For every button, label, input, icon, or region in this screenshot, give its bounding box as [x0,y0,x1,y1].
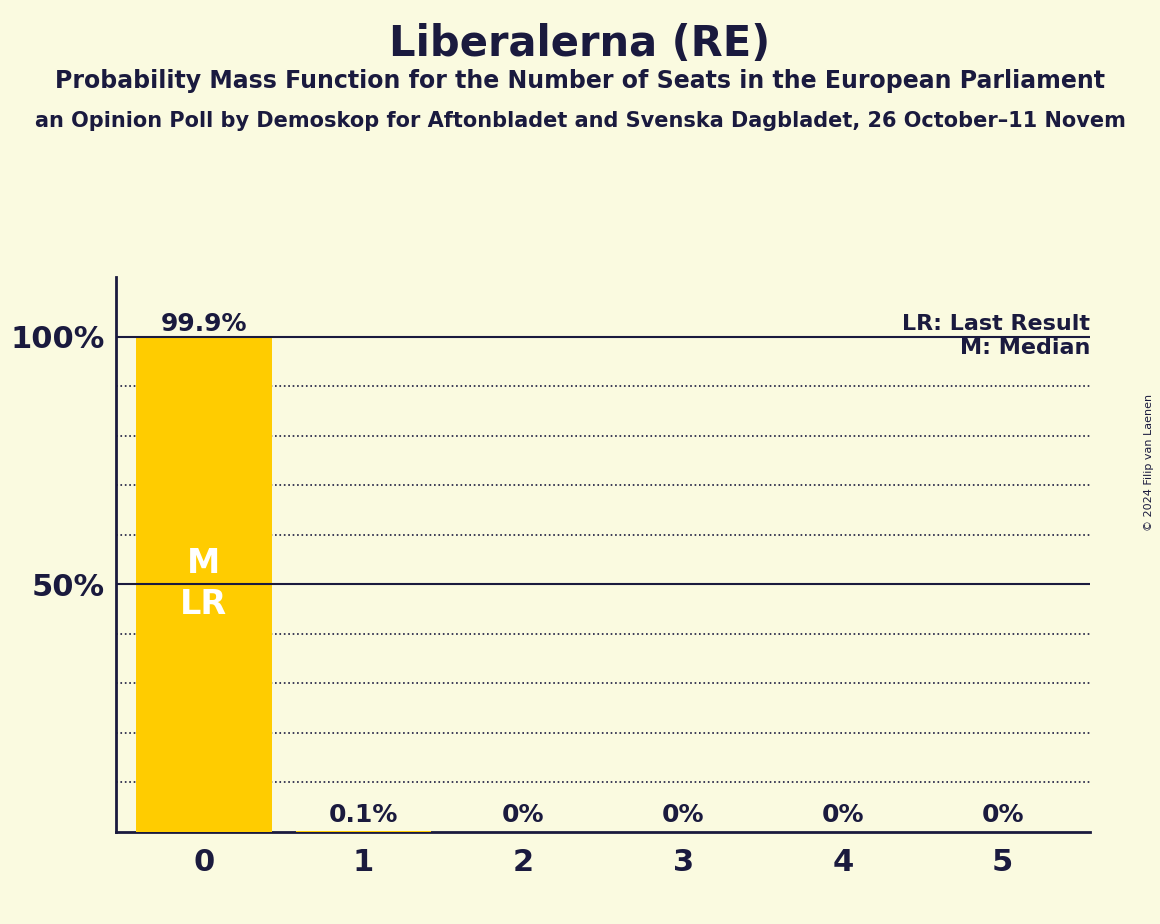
Text: LR: Last Result: LR: Last Result [902,314,1090,334]
Text: Liberalerna (RE): Liberalerna (RE) [390,23,770,65]
Text: © 2024 Filip van Laenen: © 2024 Filip van Laenen [1144,394,1154,530]
Text: Probability Mass Function for the Number of Seats in the European Parliament: Probability Mass Function for the Number… [55,69,1105,93]
Text: an Opinion Poll by Demoskop for Aftonbladet and Svenska Dagbladet, 26 October–11: an Opinion Poll by Demoskop for Aftonbla… [35,111,1125,131]
Bar [136,337,271,832]
Text: 0.1%: 0.1% [329,803,398,827]
Text: 0%: 0% [502,803,544,827]
Text: M
LR: M LR [180,547,227,621]
Text: 0%: 0% [662,803,704,827]
Text: 99.9%: 99.9% [160,312,247,336]
Text: M: Median: M: Median [960,338,1090,359]
Text: 0%: 0% [821,803,864,827]
Text: 0%: 0% [981,803,1024,827]
